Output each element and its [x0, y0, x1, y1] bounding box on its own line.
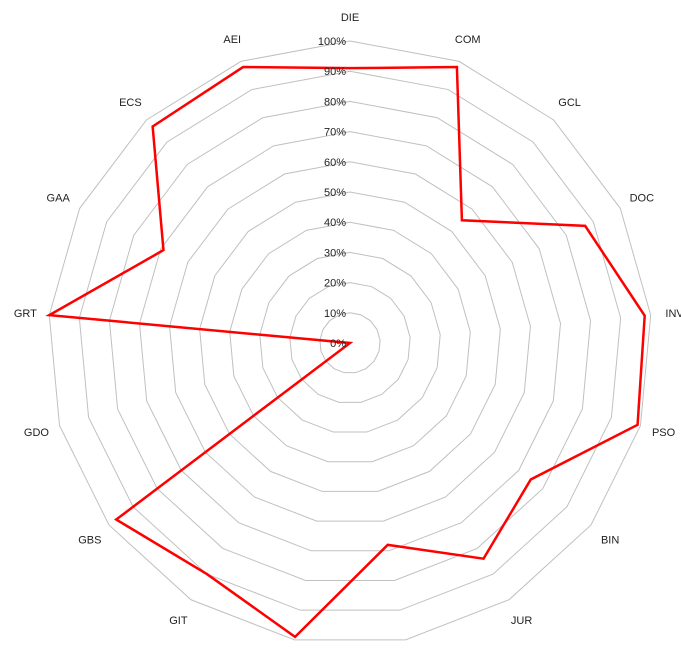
grid-ring — [78, 70, 622, 611]
category-label: GRT — [14, 308, 37, 320]
category-label: GAA — [47, 193, 71, 205]
grid-ring — [289, 282, 411, 403]
category-label: GCL — [558, 97, 581, 109]
grid-ring — [48, 40, 652, 641]
category-labels: DIECOMGCLDOCINVPSOBINJURGTHFINGITGBSGDOG… — [14, 12, 681, 627]
category-label: AEI — [223, 34, 241, 46]
tick-label: 20% — [324, 278, 346, 290]
grid-ring — [138, 131, 562, 552]
category-label: PSO — [652, 427, 676, 439]
tick-label: 60% — [324, 157, 346, 169]
grid-ring — [229, 221, 471, 463]
category-label: INV — [665, 308, 681, 320]
grid-ring — [319, 312, 381, 374]
category-label: BIN — [601, 534, 619, 546]
category-label: DOC — [630, 193, 655, 205]
category-label: COM — [455, 34, 481, 46]
category-label: GBS — [78, 534, 101, 546]
series-layer — [45, 65, 646, 639]
tick-label: 30% — [324, 247, 346, 259]
grid-ring — [199, 191, 501, 492]
grid-ring — [259, 251, 441, 433]
tick-label: 90% — [324, 66, 346, 78]
series-line — [45, 65, 646, 639]
tick-label: 10% — [324, 308, 346, 320]
grid-layer — [48, 40, 652, 641]
category-label: DIE — [341, 12, 359, 24]
tick-label: 100% — [318, 36, 346, 48]
category-label: ECS — [119, 97, 142, 109]
category-label: GDO — [24, 427, 50, 439]
category-label: GIT — [169, 615, 188, 627]
tick-label: 40% — [324, 217, 346, 229]
tick-labels: 0% 10% 20% 30% 40% 50% 60% 70% 80% 90% 100% — [318, 36, 346, 350]
category-label: JUR — [511, 615, 532, 627]
grid-ring — [108, 100, 592, 581]
tick-label: 80% — [324, 96, 346, 108]
tick-label: 50% — [324, 187, 346, 199]
tick-label: 70% — [324, 127, 346, 139]
tick-label: 0% — [330, 338, 346, 350]
grid-ring — [169, 161, 531, 522]
